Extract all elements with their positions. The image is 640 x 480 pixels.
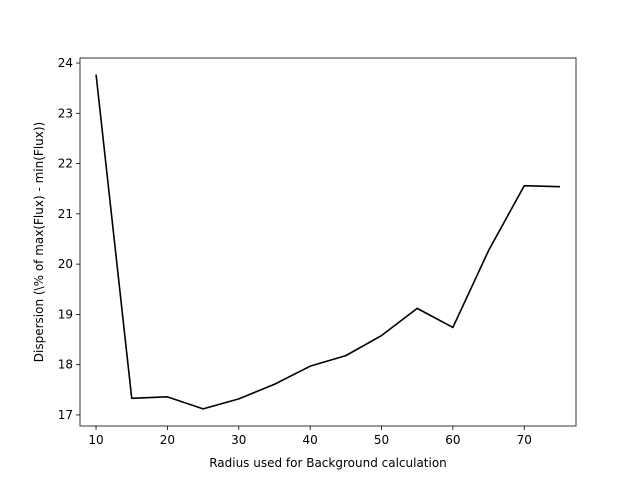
x-tick-label: 40	[303, 433, 318, 447]
series-line	[95, 74, 560, 410]
x-tick-label: 60	[445, 433, 460, 447]
y-tick-label: 23	[58, 106, 73, 120]
x-tick-label: 70	[517, 433, 532, 447]
x-tick-label: 10	[88, 433, 103, 447]
y-tick-label: 20	[58, 257, 73, 271]
axes-frame	[79, 57, 577, 427]
y-tick-label: 24	[58, 56, 73, 70]
y-tick-label: 21	[58, 207, 73, 221]
x-tick-label: 20	[160, 433, 175, 447]
x-axis-label: Radius used for Background calculation	[209, 456, 447, 470]
y-tick-label: 22	[58, 157, 73, 171]
x-tick-label: 50	[374, 433, 389, 447]
axis-ticks: 10 20 30 40 50 60 70 17 18 19 20 21 22 23 24	[58, 56, 532, 447]
y-tick-label: 17	[58, 408, 73, 422]
plot-area	[95, 74, 560, 410]
y-tick-label: 18	[58, 358, 73, 372]
y-tick-label: 19	[58, 307, 73, 321]
x-tick-label: 30	[231, 433, 246, 447]
y-axis-label: Dispersion (\% of max(Flux) - min(Flux))	[32, 122, 46, 362]
